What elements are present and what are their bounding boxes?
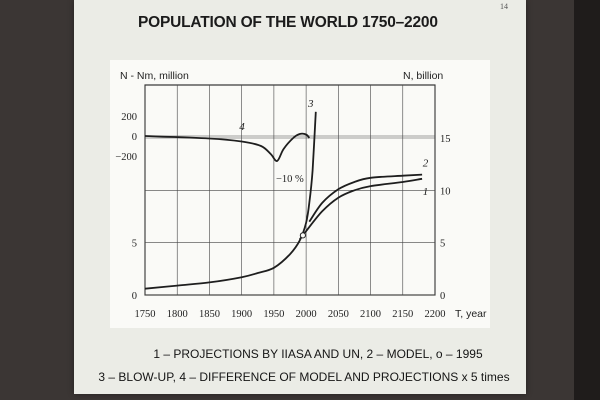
page-number: 14 [500,2,508,11]
y-tick-label-left: 0 [132,291,137,302]
dark-border [574,0,600,400]
caption-line-2: 3 – BLOW-UP, 4 – DIFFERENCE OF MODEL AND… [98,370,510,384]
series-line-2 [308,173,423,223]
x-tick-label: 1900 [231,309,252,320]
x-tick-label: 2200 [425,309,446,320]
series-line-1 [298,177,423,241]
series-label-2: 2 [423,158,429,170]
x-tick-label: 1750 [135,309,156,320]
y-axis-label-left: N - Nm, million [120,70,189,82]
series-line-4 [145,132,311,162]
series-label-1: 1 [423,186,429,198]
y-tick-label-diff: 0 [132,132,137,143]
y-tick-label-diff: −200 [115,152,137,163]
y-tick-label-diff: 200 [121,112,137,123]
series-lines: 1 2 3 4 [145,98,429,290]
plot-frame [144,84,436,296]
series-label-3: 3 [307,98,314,110]
series-label-4: 4 [239,121,245,133]
x-tick-label: 1800 [167,309,188,320]
x-tick-label: 2150 [392,309,413,320]
caption-line-1: 1 – PROJECTIONS BY IIASA AND UN, 2 – MOD… [153,347,483,361]
x-tick-label: 2050 [328,309,349,320]
x-tick-label: 1850 [199,309,220,320]
series-line-3 [145,111,317,290]
x-axis-label: T, year [455,308,487,320]
x-tick-label: 1950 [263,309,284,320]
y-tick-label-right: 0 [440,291,445,302]
y-tick-label-right: 5 [440,239,445,250]
slide-title: POPULATION OF THE WORLD 1750–2200 [138,14,438,31]
tick-labels: 1750 1800 1850 1900 1950 2000 2050 2100 2150 2200… [115,112,450,320]
y-tick-label-right: 15 [440,134,451,145]
grid [144,84,436,296]
y-tick-label-left: 5 [132,239,137,250]
x-tick-label: 2100 [360,309,381,320]
y-axis-label-right: N, billion [403,70,443,82]
y-tick-label-right: 10 [440,186,451,197]
chart-plate [110,60,490,328]
marker-1995 [299,232,306,239]
annotation-percent: −10 % [276,174,304,185]
x-tick-label: 2000 [296,309,317,320]
